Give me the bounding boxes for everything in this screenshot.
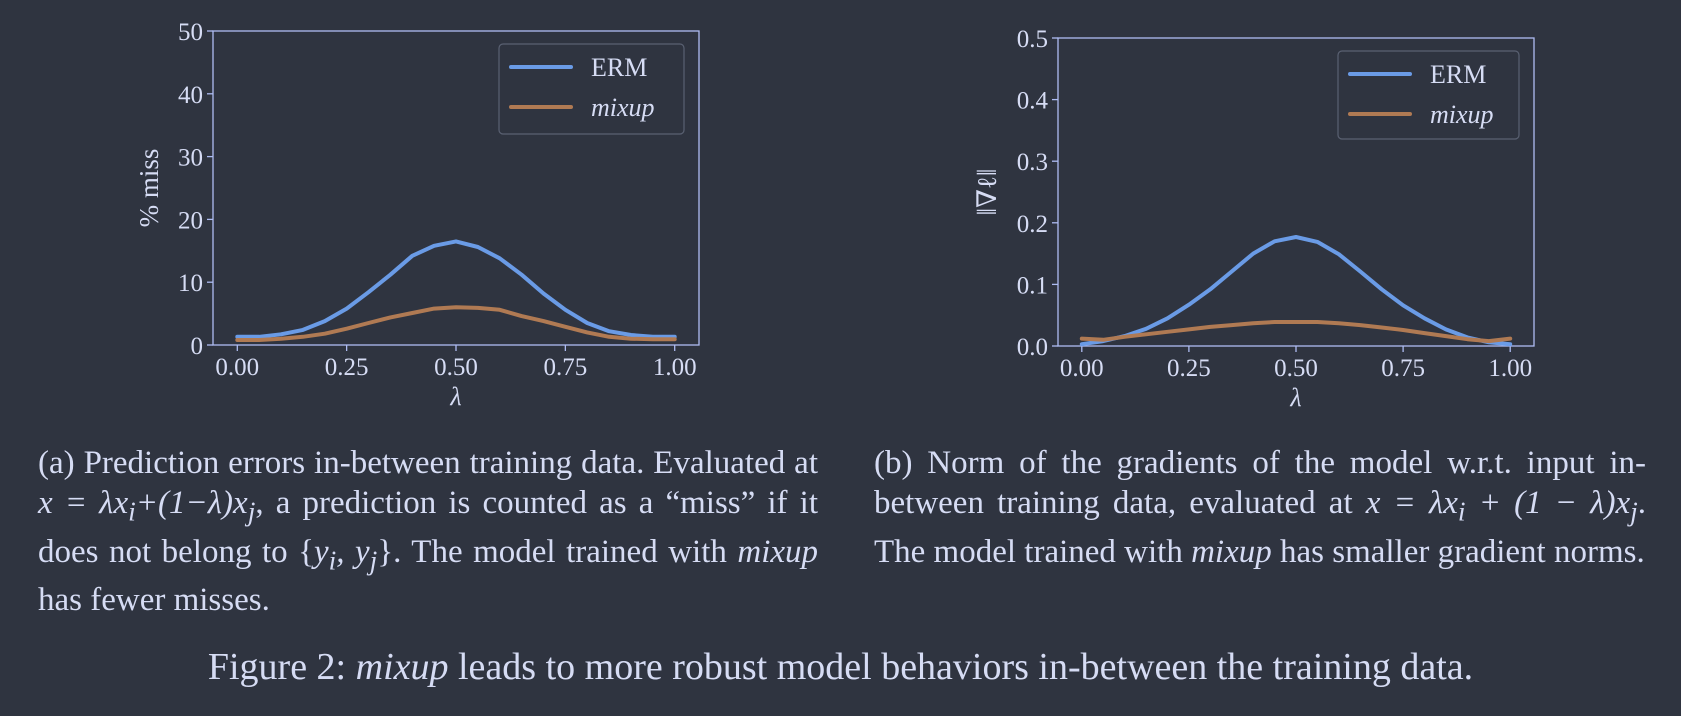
series-line-erm [1079,235,1513,347]
caption-a-text-4: has fewer misses. [38,582,270,619]
caption-b-math-2: + (1 − λ)x [1465,485,1631,521]
y-tick-label: 50 [178,19,203,46]
chart-b: 0.0 0.1 0.2 0.3 0.4 0.5 0.00 0.25 0.50 0.75 1.00 λ ‖… [972,26,1535,412]
caption-a-sub-1: i [128,495,136,527]
y-tick-label: 10 [178,270,203,297]
x-tick-label: 0.25 [1167,355,1211,382]
caption-b: (b) Norm of the gradients of the model w… [874,443,1646,572]
caption-a-math-1: x = λx [38,485,129,521]
caption-a-text-1: (a) Prediction errors in-between trainin… [38,445,818,481]
caption-a-math-2: +(1−λ)x [135,485,248,521]
caption-b-sub-2: j [1630,495,1638,527]
caption-a-math-3: y [313,533,329,570]
y-axis-label: % miss [134,149,164,228]
x-tick-label: 1.00 [1488,355,1532,382]
caption-b-sub-1: i [1457,495,1466,527]
caption-a-text-3: }. The model trained with [377,533,738,570]
figure-caption: Figure 2: mixup leads to more robust mod… [0,645,1681,689]
caption-a-mixup: mixup [737,533,819,570]
caption-a-sub-4: j [369,544,378,576]
x-tick-label: 0.00 [1060,355,1104,382]
y-tick-label: 20 [178,207,203,234]
y-tick-label: 0 [191,333,204,360]
y-tick-label: 0.4 [1017,88,1049,115]
caption-b-text-2: . The model trained with [874,485,1646,570]
legend-label-erm: ERM [591,53,647,82]
caption-b-mixup: mixup [1191,533,1272,570]
legend-label-mixup: mixup [591,93,655,122]
x-tick-label: 0.50 [1274,355,1318,382]
x-axis-label: λ [449,382,461,411]
series-line-mixup [235,305,677,342]
y-tick-label: 0.0 [1017,334,1048,361]
caption-a-sub-3: i [328,544,337,576]
series-line-erm [235,239,677,339]
legend-label-mixup: mixup [1430,100,1494,129]
x-tick-label: 1.00 [653,354,697,381]
caption-a-text-2: , a prediction is counted as a “miss” if… [38,485,818,570]
x-axis-label: λ [1289,383,1301,412]
caption-a-math-4: , y [336,533,370,570]
x-tick-label: 0.75 [1381,355,1425,382]
caption-b-text-1: (b) Norm of the gradients of the model w… [874,445,1646,521]
y-tick-label: 0.1 [1017,272,1048,299]
y-tick-label: 40 [178,82,203,109]
y-tick-label: 30 [178,145,203,172]
caption-b-math-1: x = λx [1365,485,1458,521]
figure-caption-prefix: Figure 2: [207,646,356,688]
caption-b-text-3: has smaller gradient norms. [1271,533,1645,570]
legend-label-erm: ERM [1430,60,1486,89]
caption-a: (a) Prediction errors in-between trainin… [38,443,818,620]
series-line-mixup [1079,320,1513,344]
y-axis-label: ‖∇ℓ‖ [972,169,1002,216]
figure-caption-mixup: mixup [355,646,449,688]
chart-a: 0 10 20 30 40 50 0.00 0.25 0.50 0.75 1.00 λ % miss ER… [134,19,700,411]
figure-caption-text: leads to more robust model behaviors in-… [448,646,1474,688]
y-tick-label: 0.2 [1017,211,1048,238]
x-tick-label: 0.00 [215,354,259,381]
x-tick-label: 0.50 [434,354,478,381]
x-tick-label: 0.25 [325,354,369,381]
caption-a-sub-2: j [247,495,256,527]
y-tick-label: 0.3 [1017,149,1048,176]
y-tick-label: 0.5 [1017,26,1048,53]
x-tick-label: 0.75 [543,354,587,381]
